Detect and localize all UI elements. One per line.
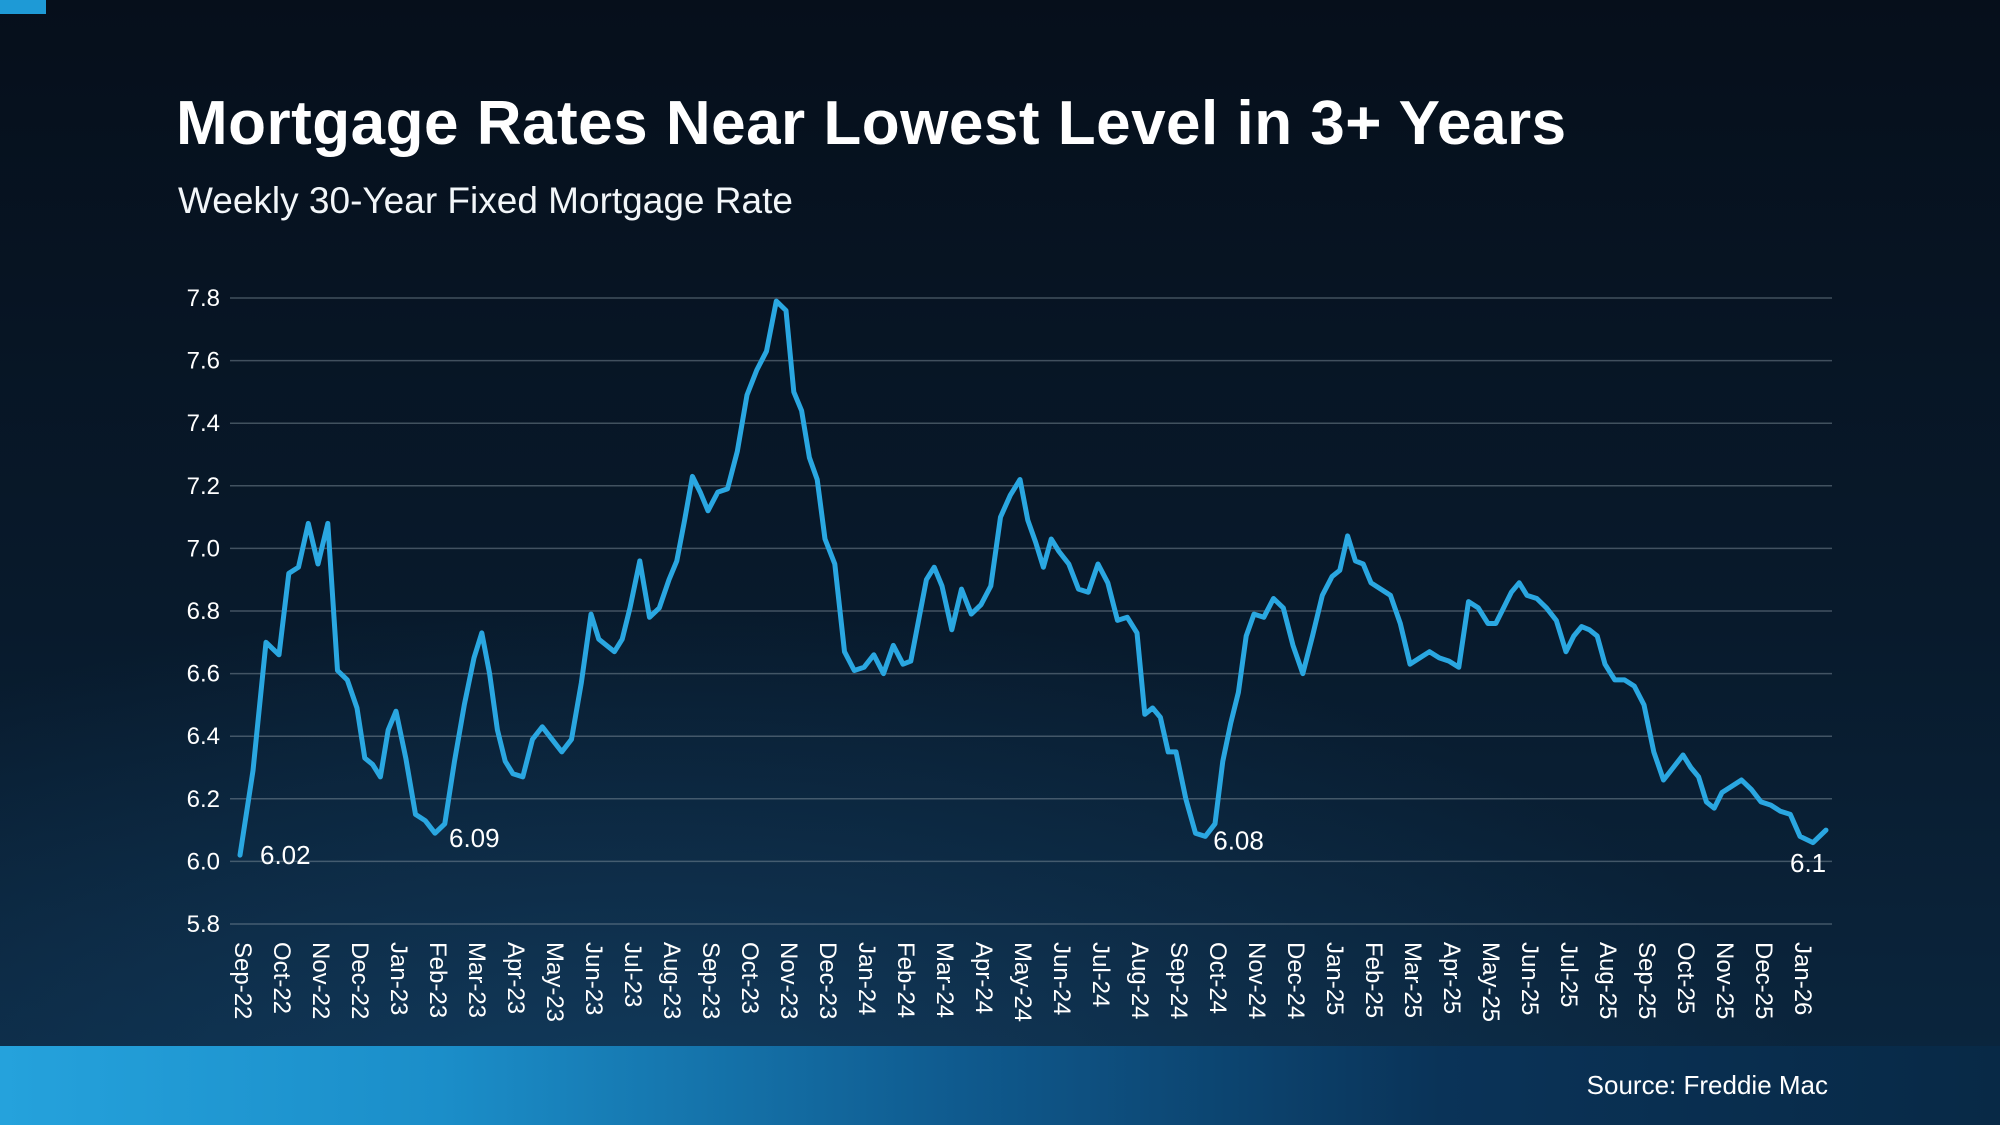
x-axis-tick-label: Sep-23 — [697, 942, 724, 1019]
x-axis-tick-label: Feb-24 — [892, 942, 919, 1018]
x-axis-tick-label: May-25 — [1477, 942, 1504, 1022]
x-axis-tick-label: Feb-23 — [424, 942, 451, 1018]
y-axis-tick-label: 7.2 — [187, 473, 220, 500]
x-axis-tick-label: Nov-25 — [1711, 942, 1738, 1019]
rate-line-chart-svg: 5.8 6.0 6.2 6.4 6.6 6.8 7.0 7.2 7.4 7.6 7.8 Sep-22 O… — [187, 285, 1832, 1022]
y-axis-tick-label: 6.0 — [187, 848, 220, 875]
data-point-label: 6.1 — [1790, 848, 1826, 878]
page-subtitle: Weekly 30-Year Fixed Mortgage Rate — [178, 180, 793, 221]
y-axis-tick-label: 7.6 — [187, 348, 220, 375]
x-axis-tick-label: Jun-23 — [580, 942, 607, 1015]
y-axis-tick-label: 6.4 — [187, 723, 220, 750]
y-axis-tick-label: 5.8 — [187, 911, 220, 938]
y-axis-tick-label: 6.8 — [187, 598, 220, 625]
y-axis-tick-label: 6.6 — [187, 661, 220, 688]
source-label: Source: Freddie Mac — [1586, 1070, 1828, 1100]
x-axis-tick-label: Nov-22 — [307, 942, 334, 1019]
x-axis-tick-label: Mar-25 — [1399, 942, 1426, 1018]
x-axis-tick-label: Jan-26 — [1789, 942, 1816, 1015]
x-axis-tick-label: Jul-25 — [1555, 942, 1582, 1007]
x-axis-tick-label: Mar-23 — [463, 942, 490, 1018]
data-point-label: 6.02 — [260, 840, 311, 870]
x-axis-tick-label: Apr-23 — [502, 942, 529, 1014]
x-axis-tick-label: Sep-25 — [1633, 942, 1660, 1019]
data-point-label: 6.09 — [449, 823, 500, 853]
x-axis-tick-label: Oct-24 — [1204, 942, 1231, 1014]
y-axis-tick-label: 6.2 — [187, 786, 220, 813]
x-axis-tick-label: Sep-24 — [1165, 942, 1192, 1019]
x-axis-tick-label: Oct-22 — [268, 942, 295, 1014]
y-axis-tick-label: 7.4 — [187, 410, 220, 437]
data-point-label: 6.08 — [1213, 825, 1264, 855]
x-axis-tick-label: Aug-24 — [1126, 942, 1153, 1019]
x-axis-tick-label: Jan-25 — [1321, 942, 1348, 1015]
x-axis-tick-label: Jan-24 — [853, 942, 880, 1015]
x-axis-tick-label: Sep-22 — [229, 942, 256, 1019]
x-axis-tick-label: Jun-24 — [1048, 942, 1075, 1015]
x-axis-tick-label: Aug-25 — [1594, 942, 1621, 1019]
corner-accent — [0, 0, 46, 14]
x-axis-tick-label: Jul-24 — [1087, 942, 1114, 1007]
footer-bar: Source: Freddie Mac — [0, 1046, 2000, 1125]
x-axis-tick-label: Apr-25 — [1438, 942, 1465, 1014]
page-title: Mortgage Rates Near Lowest Level in 3+ Y… — [176, 89, 1567, 158]
x-axis-tick-label: Jun-25 — [1516, 942, 1543, 1015]
x-axis-tick-label: May-24 — [1009, 942, 1036, 1022]
x-axis-tick-label: Dec-24 — [1282, 942, 1309, 1019]
x-axis-tick-label: Dec-23 — [814, 942, 841, 1019]
x-axis-tick-label: Feb-25 — [1360, 942, 1387, 1018]
x-axis-tick-label: Apr-24 — [970, 942, 997, 1014]
y-axis-tick-label: 7.0 — [187, 535, 220, 562]
x-axis-tick-label: Nov-23 — [775, 942, 802, 1019]
x-axis-tick-label: Mar-24 — [931, 942, 958, 1018]
x-axis-tick-label: May-23 — [541, 942, 568, 1022]
mortgage-rate-chart: 5.8 6.0 6.2 6.4 6.6 6.8 7.0 7.2 7.4 7.6 7.8 Sep-22 O… — [0, 248, 2000, 1048]
rate-line — [237, 298, 1829, 858]
x-axis-tick-label: Dec-22 — [346, 942, 373, 1019]
y-axis-tick-label: 7.8 — [187, 285, 220, 312]
x-axis-tick-label: Oct-25 — [1672, 942, 1699, 1014]
x-axis-tick-label: Nov-24 — [1243, 942, 1270, 1019]
x-axis-tick-label: Dec-25 — [1750, 942, 1777, 1019]
x-axis-tick-label: Jul-23 — [619, 942, 646, 1007]
x-axis-tick-label: Jan-23 — [385, 942, 412, 1015]
x-axis-tick-label: Aug-23 — [658, 942, 685, 1019]
x-axis-tick-label: Oct-23 — [736, 942, 763, 1014]
